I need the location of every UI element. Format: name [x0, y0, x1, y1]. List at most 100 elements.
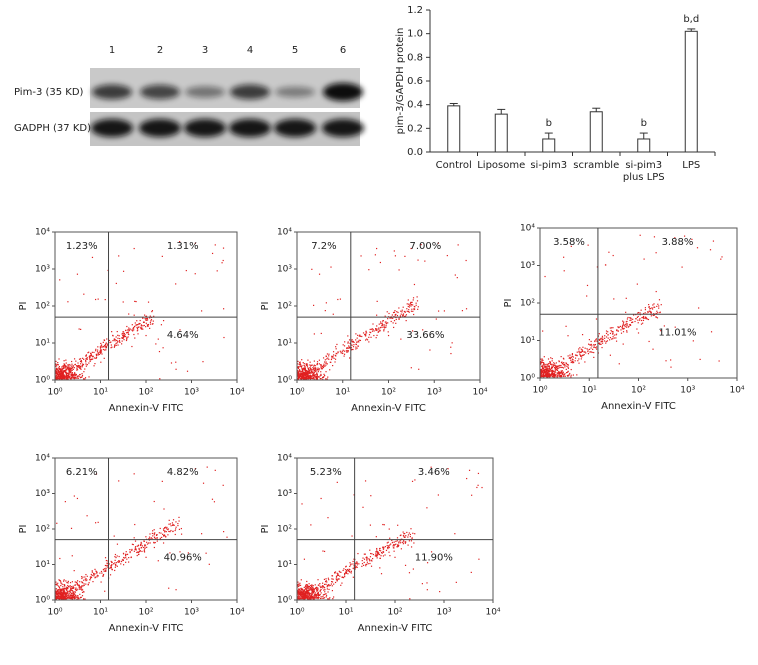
event-dot: [540, 362, 542, 365]
event-dot: [114, 338, 116, 341]
event-dot: [636, 328, 638, 330]
event-dot: [318, 594, 321, 596]
event-dot: [572, 361, 574, 363]
event-dot: [302, 590, 304, 592]
event-dot: [578, 348, 580, 350]
event-dot: [379, 567, 381, 569]
event-dot: [131, 329, 133, 331]
event-dot: [310, 585, 313, 588]
event-dot: [201, 310, 203, 312]
event-dot: [596, 348, 598, 350]
event-dot: [73, 358, 76, 360]
event-dot: [642, 317, 644, 319]
event-dot: [71, 360, 73, 363]
event-dot: [577, 360, 579, 362]
event-dot: [312, 377, 314, 379]
event-dot: [90, 354, 92, 356]
event-dot: [607, 337, 609, 339]
event-dot: [105, 570, 107, 572]
event-dot: [83, 378, 85, 380]
event-dot: [305, 588, 307, 590]
event-dot: [632, 318, 634, 320]
event-dot: [96, 351, 99, 353]
event-dot: [403, 536, 405, 538]
event-dot: [80, 586, 82, 588]
event-dot: [322, 582, 324, 584]
event-dot: [309, 597, 311, 599]
event-dot: [68, 597, 70, 599]
event-dot: [610, 329, 612, 332]
event-dot: [334, 571, 336, 574]
x-tick-label: Liposome: [477, 160, 526, 171]
event-dot: [602, 337, 604, 339]
event-dot: [97, 354, 99, 356]
event-dot: [65, 593, 67, 595]
event-dot: [316, 590, 319, 592]
event-dot: [325, 362, 327, 364]
event-dot: [302, 362, 304, 364]
event-dot: [601, 335, 604, 337]
event-dot: [119, 560, 121, 562]
event-dot: [404, 315, 407, 317]
event-dot: [301, 596, 303, 598]
event-dot: [301, 368, 304, 370]
event-dot: [390, 317, 392, 319]
event-dot: [340, 352, 342, 354]
event-dot: [61, 366, 63, 368]
event-dot: [152, 320, 154, 322]
event-dot: [332, 313, 334, 315]
event-dot: [178, 520, 180, 522]
event-dot: [122, 333, 124, 335]
event-dot: [407, 534, 410, 536]
y-tick-label: 10²: [277, 302, 292, 312]
event-dot: [298, 372, 300, 374]
event-dot: [544, 366, 546, 368]
event-dot: [100, 351, 103, 353]
event-dot: [397, 544, 399, 547]
event-dot: [56, 592, 58, 595]
event-dot: [582, 350, 584, 352]
event-dot: [145, 536, 147, 538]
event-dot: [386, 544, 388, 547]
event-dot: [408, 306, 410, 308]
event-dot: [70, 374, 73, 377]
event-dot: [334, 581, 337, 584]
event-dot: [625, 326, 627, 328]
event-dot: [551, 366, 553, 369]
event-dot: [58, 592, 60, 594]
event-dot: [62, 595, 65, 597]
event-dot: [609, 336, 612, 339]
event-dot: [297, 373, 299, 376]
event-dot: [320, 586, 322, 589]
event-dot: [409, 303, 412, 305]
event-dot: [309, 376, 311, 379]
event-dot: [83, 293, 85, 295]
event-dot: [121, 333, 123, 335]
event-dot: [58, 597, 60, 599]
event-dot: [336, 580, 338, 582]
event-dot: [69, 596, 71, 598]
event-dot: [312, 590, 314, 593]
event-dot: [68, 375, 70, 377]
event-dot: [304, 373, 306, 375]
event-dot: [59, 376, 62, 378]
event-dot: [85, 361, 87, 363]
event-dot: [568, 357, 570, 359]
event-dot: [553, 370, 555, 373]
event-dot: [430, 466, 432, 468]
event-dot: [58, 371, 60, 374]
event-dot: [313, 592, 315, 594]
blot-band: [322, 119, 364, 137]
event-dot: [316, 364, 318, 366]
event-dot: [91, 356, 94, 358]
event-dot: [57, 364, 59, 366]
event-dot: [324, 310, 326, 312]
event-dot: [562, 373, 564, 375]
event-dot: [560, 375, 562, 378]
event-dot: [88, 351, 90, 353]
event-dot: [342, 569, 344, 572]
event-dot: [74, 581, 76, 583]
event-dot: [82, 585, 84, 587]
event-dot: [71, 597, 73, 599]
event-dot: [84, 576, 86, 578]
